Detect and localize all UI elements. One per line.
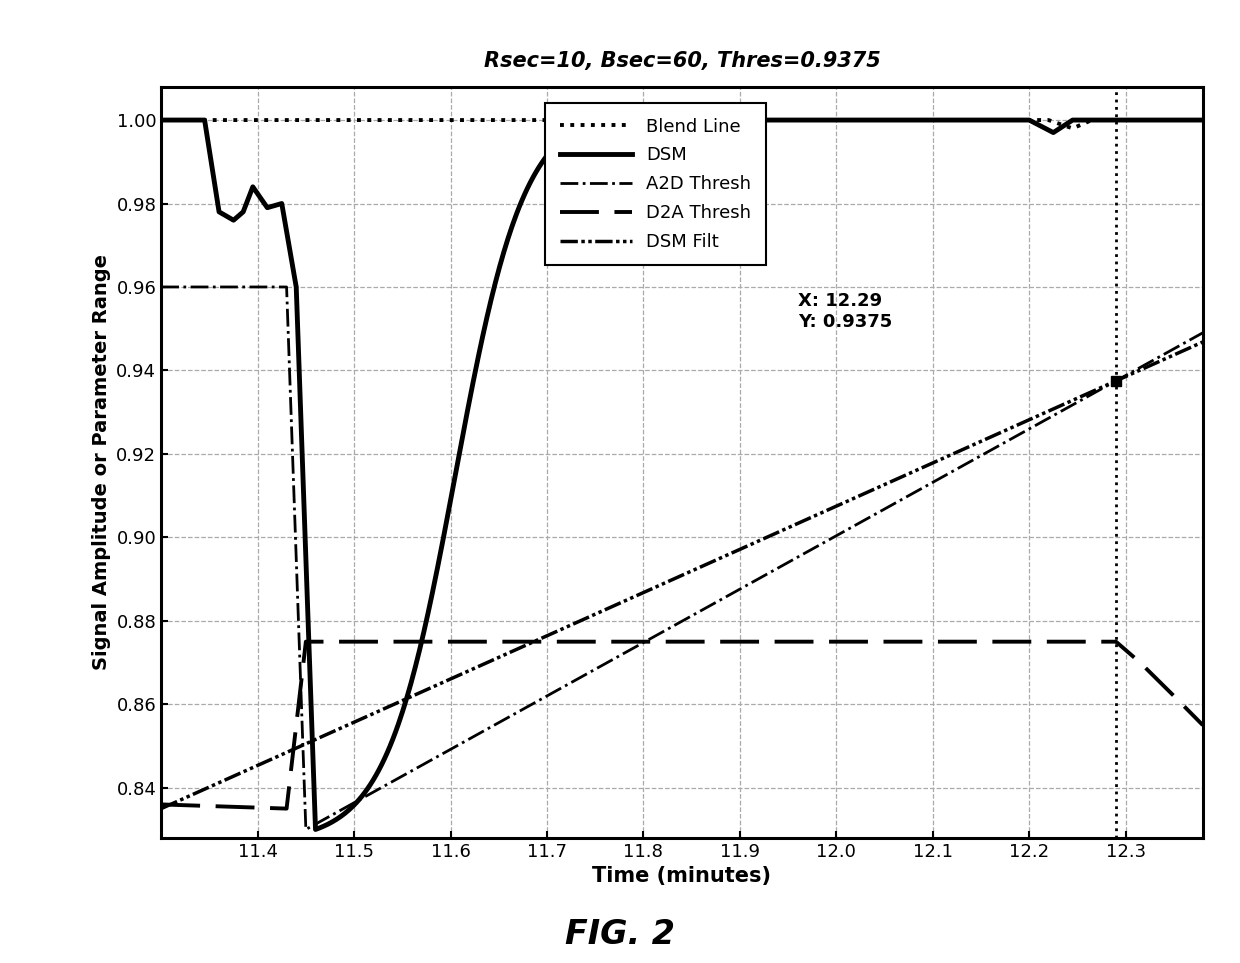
DSM [420, 608, 435, 619]
D2A Thresh [299, 636, 314, 647]
D2A Thresh [154, 798, 169, 810]
A2D Thresh [1195, 327, 1210, 339]
A2D Thresh [341, 800, 356, 812]
DSM [334, 811, 348, 822]
DSM Filt [849, 491, 864, 503]
Blend Line [1109, 115, 1123, 126]
DSM Filt [937, 452, 952, 463]
DSM [1195, 115, 1210, 126]
Y-axis label: Signal Amplitude or Parameter Range: Signal Amplitude or Parameter Range [92, 254, 110, 670]
A2D Thresh [820, 534, 835, 546]
D2A Thresh [279, 803, 294, 815]
Line: DSM Filt: DSM Filt [161, 342, 1203, 809]
DSM Filt [339, 720, 353, 732]
D2A Thresh [1195, 719, 1210, 731]
DSM [511, 204, 526, 216]
DSM Filt [154, 803, 169, 815]
DSM [402, 682, 417, 693]
DSM Filt [1195, 336, 1210, 348]
A2D Thresh [154, 281, 169, 293]
Blend Line [1022, 115, 1037, 126]
DSM [362, 781, 377, 793]
DSM Filt [768, 528, 782, 539]
Blend Line [154, 115, 169, 126]
A2D Thresh [503, 711, 518, 722]
A2D Thresh [299, 823, 314, 835]
A2D Thresh [1121, 368, 1136, 379]
D2A Thresh [1167, 690, 1182, 702]
DSM Filt [625, 591, 640, 603]
Blend Line [1195, 115, 1210, 126]
Line: D2A Thresh: D2A Thresh [161, 641, 1203, 809]
DSM Filt [422, 683, 436, 694]
D2A Thresh [1099, 636, 1114, 647]
A2D Thresh [1110, 375, 1125, 386]
Line: DSM: DSM [161, 120, 1203, 829]
DSM [154, 115, 169, 126]
DSM [569, 122, 584, 134]
Text: X: 12.29
Y: 0.9375: X: 12.29 Y: 0.9375 [797, 292, 892, 330]
DSM [308, 823, 322, 835]
A2D Thresh [407, 764, 422, 775]
Blend Line [1085, 115, 1100, 126]
Blend Line [1042, 115, 1056, 126]
Text: FIG. 2: FIG. 2 [565, 918, 675, 950]
X-axis label: Time (minutes): Time (minutes) [593, 867, 771, 886]
Title: Rsec=10, Bsec=60, Thres=0.9375: Rsec=10, Bsec=60, Thres=0.9375 [484, 51, 880, 71]
Blend Line [1065, 122, 1080, 134]
Line: Blend Line: Blend Line [161, 120, 1203, 128]
D2A Thresh [1109, 636, 1123, 647]
Legend: Blend Line, DSM, A2D Thresh, D2A Thresh, DSM Filt: Blend Line, DSM, A2D Thresh, D2A Thresh,… [546, 103, 766, 266]
D2A Thresh [1132, 657, 1147, 668]
Line: A2D Thresh: A2D Thresh [161, 287, 1203, 829]
